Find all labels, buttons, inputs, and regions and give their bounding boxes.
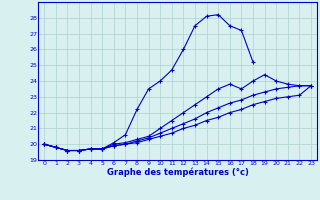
X-axis label: Graphe des températures (°c): Graphe des températures (°c) (107, 168, 249, 177)
